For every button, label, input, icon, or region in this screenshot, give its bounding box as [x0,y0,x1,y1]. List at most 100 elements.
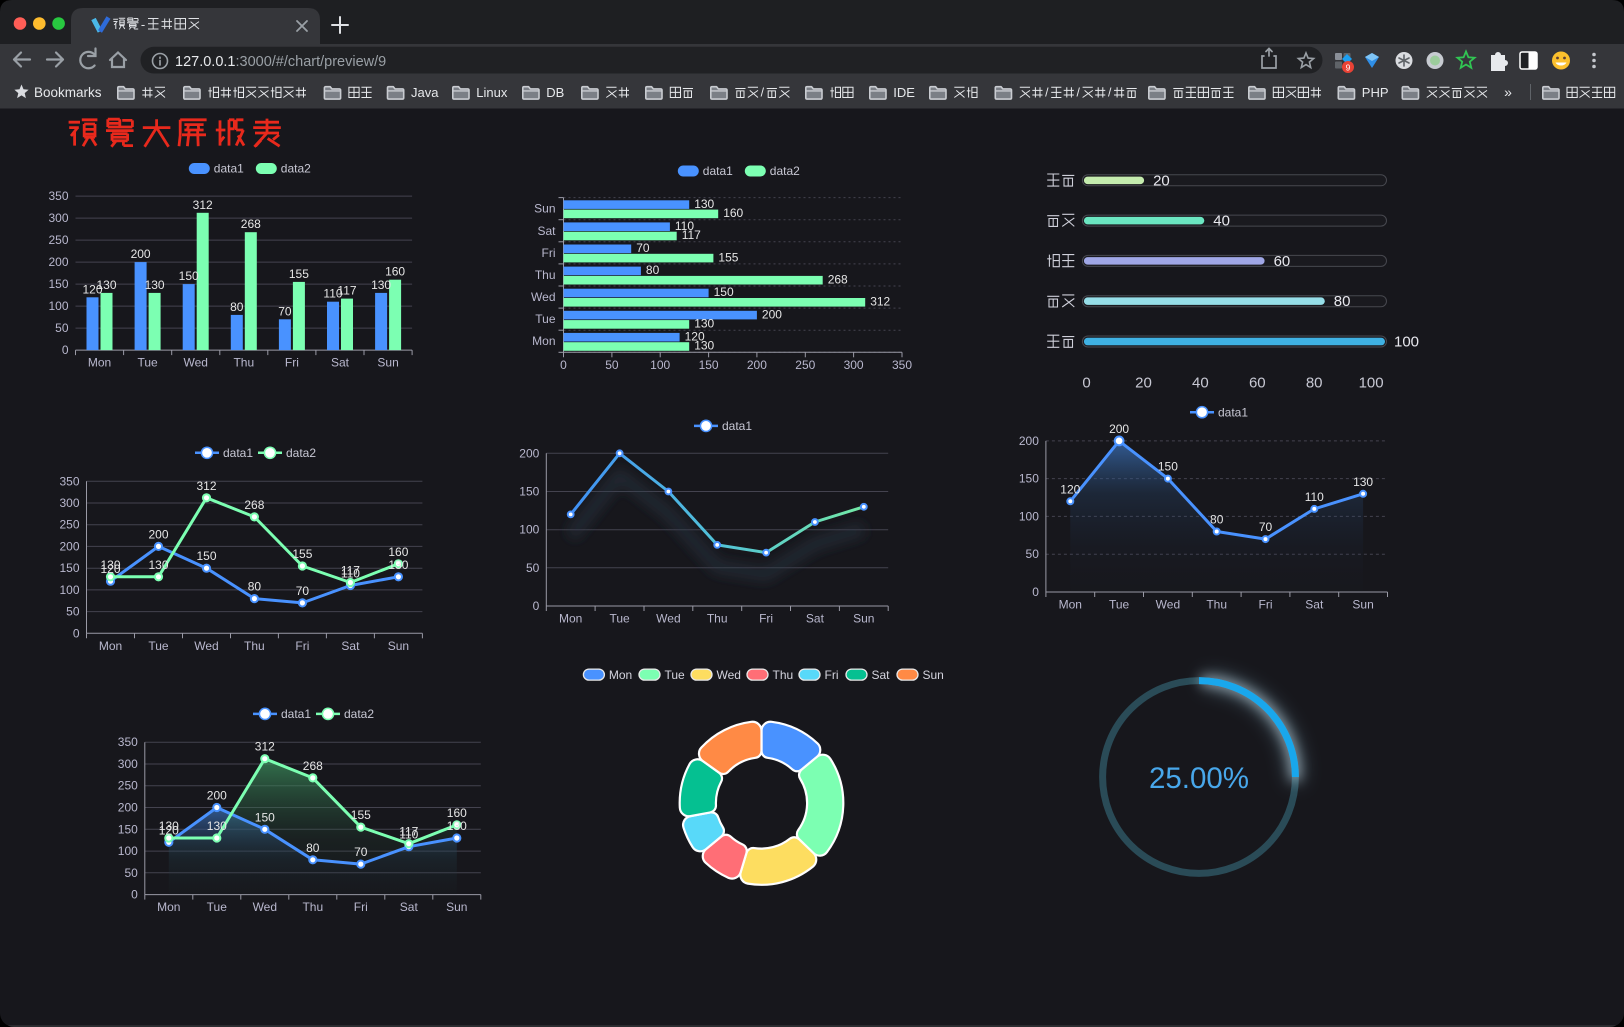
svg-text:Sat: Sat [400,900,419,914]
svg-text:Thu: Thu [773,668,794,682]
svg-text:100: 100 [519,523,539,537]
svg-text:Thu: Thu [707,612,728,626]
svg-text:160: 160 [385,265,405,279]
svg-text:/: / [1045,85,1049,99]
svg-text:100: 100 [1359,375,1384,392]
svg-text:0: 0 [1082,375,1090,392]
svg-text:130: 130 [447,819,467,833]
svg-text:data2: data2 [286,446,316,460]
svg-text:250: 250 [59,518,79,532]
svg-text:80: 80 [1210,513,1224,527]
svg-text:data1: data1 [214,162,244,176]
svg-text:Mon: Mon [532,334,555,348]
svg-text:150: 150 [179,269,199,283]
svg-text:0: 0 [62,343,69,357]
svg-text:50: 50 [66,605,80,619]
svg-text:Sun: Sun [853,612,874,626]
svg-text:100: 100 [650,358,670,372]
svg-text:250: 250 [48,233,68,247]
svg-text:50: 50 [526,561,540,575]
svg-text:130: 130 [100,558,120,572]
svg-text:80: 80 [1306,375,1323,392]
svg-text:120: 120 [159,823,179,837]
svg-text:100: 100 [1394,334,1419,351]
svg-text:Fri: Fri [285,356,299,370]
svg-text:70: 70 [278,304,292,318]
svg-text:Thu: Thu [244,639,265,653]
svg-text:Tue: Tue [137,356,158,370]
svg-text:Sat: Sat [331,356,350,370]
svg-text:200: 200 [207,789,227,803]
svg-text:Sun: Sun [388,639,409,653]
svg-text:Wed: Wed [717,668,741,682]
svg-text:40: 40 [1213,213,1230,230]
svg-text:Mon: Mon [157,900,180,914]
svg-text:150: 150 [196,549,216,563]
svg-text:117: 117 [399,825,418,839]
svg-text:110: 110 [1305,490,1324,504]
svg-text:Tue: Tue [148,639,169,653]
svg-text:150: 150 [255,810,275,824]
svg-text:300: 300 [59,496,79,510]
svg-text:Wed: Wed [656,612,680,626]
svg-text:data2: data2 [770,164,800,178]
svg-text:150: 150 [1019,472,1039,486]
svg-text:Tue: Tue [609,612,630,626]
svg-text:300: 300 [844,358,864,372]
svg-text:0: 0 [1032,585,1039,599]
svg-text:Java: Java [411,85,439,100]
svg-text:80: 80 [646,263,660,277]
svg-text:300: 300 [48,211,68,225]
svg-text:120: 120 [82,282,102,296]
svg-text:150: 150 [1158,460,1178,474]
svg-text:155: 155 [289,267,309,281]
svg-text:350: 350 [118,735,138,749]
svg-text:data1: data1 [703,164,733,178]
svg-text:117: 117 [682,228,701,242]
svg-text:DB: DB [546,85,564,100]
svg-text:Sat: Sat [806,612,825,626]
svg-text:IDE: IDE [893,85,915,100]
svg-text:100: 100 [48,299,68,313]
svg-text:Mon: Mon [1059,598,1082,612]
svg-text:110: 110 [323,287,342,301]
svg-text:200: 200 [118,801,138,815]
svg-text:80: 80 [230,300,244,314]
svg-text:Thu: Thu [233,356,254,370]
svg-text:200: 200 [148,527,168,541]
svg-text:130: 130 [1353,475,1373,489]
svg-text:120: 120 [685,329,705,343]
svg-text:130: 130 [207,819,227,833]
svg-text:/: / [761,85,765,99]
svg-text:155: 155 [718,250,738,264]
svg-text:130: 130 [694,317,714,331]
svg-text:Sat: Sat [537,224,556,238]
svg-text:70: 70 [1259,520,1273,534]
svg-text:350: 350 [48,189,68,203]
svg-text:350: 350 [892,358,912,372]
svg-text:9: 9 [1346,63,1351,73]
svg-text:70: 70 [354,845,368,859]
svg-text:130: 130 [371,278,391,292]
svg-text:Mon: Mon [609,668,632,682]
svg-text:60: 60 [1274,253,1291,270]
svg-text:Mon: Mon [559,612,582,626]
svg-text:Wed: Wed [531,290,555,304]
svg-text:50: 50 [124,866,138,880]
svg-text:Tue: Tue [535,312,556,326]
svg-text:268: 268 [244,498,264,512]
svg-text:data2: data2 [344,707,374,721]
svg-text:127.0.0.1:3000/#/chart/preview: 127.0.0.1:3000/#/chart/preview/9 [175,54,386,70]
svg-text:Sun: Sun [923,668,944,682]
svg-text:20: 20 [1153,172,1170,189]
svg-text:Sun: Sun [446,900,467,914]
svg-text:70: 70 [636,241,650,255]
svg-text:130: 130 [148,558,168,572]
svg-text:200: 200 [762,307,782,321]
svg-text:data1: data1 [722,419,752,433]
svg-text:200: 200 [1019,434,1039,448]
svg-text:0: 0 [73,626,80,640]
svg-text:/: / [1108,85,1112,99]
svg-text:120: 120 [1060,482,1080,496]
svg-text:268: 268 [241,217,261,231]
